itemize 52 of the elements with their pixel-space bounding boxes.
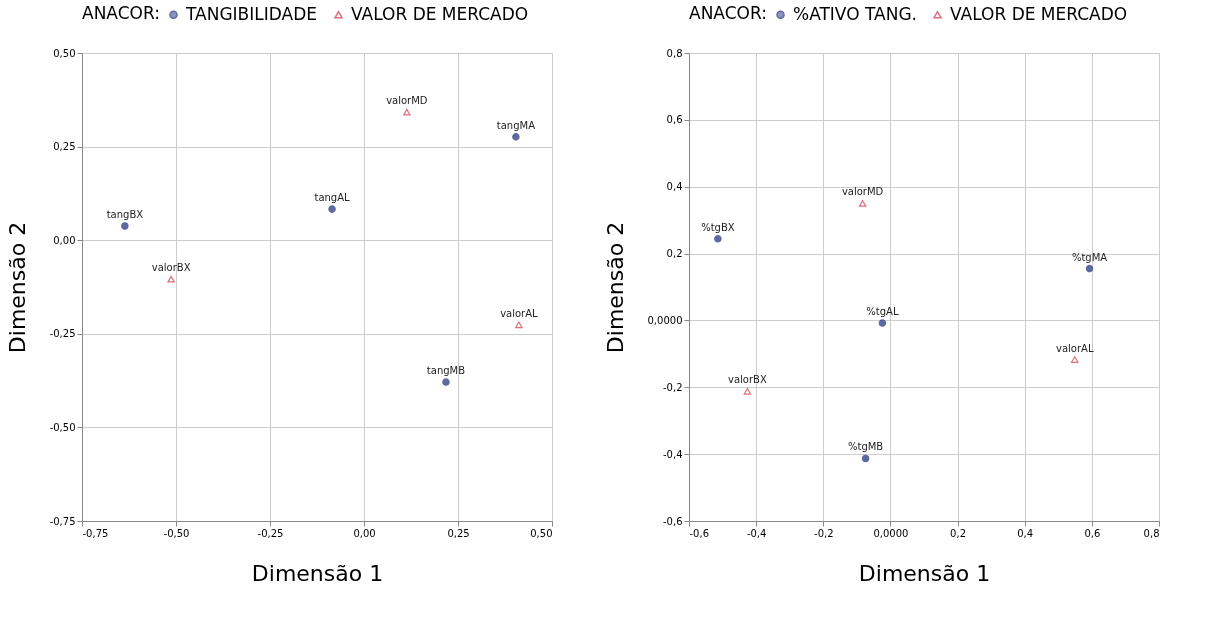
x-tick-label: 0,0000 bbox=[873, 527, 909, 539]
annotation: %tgAL bbox=[866, 306, 899, 318]
x-tick-label: -0,4 bbox=[746, 527, 767, 539]
y-axis-title: Dimensão 2 bbox=[602, 221, 628, 354]
annotation: tangAL bbox=[314, 192, 351, 204]
x-tick-label: -0,75 bbox=[82, 527, 109, 539]
annotation: tangMB bbox=[426, 365, 466, 377]
annotation: %tgMA bbox=[1071, 251, 1108, 263]
annotation: valorAL bbox=[1056, 342, 1094, 354]
legend-label: VALOR DE MERCADO bbox=[351, 3, 529, 24]
y-tick-label: 0,6 bbox=[666, 114, 683, 126]
y-tick-label: -0,50 bbox=[49, 421, 76, 433]
x-tick-label: 0,50 bbox=[530, 527, 553, 539]
x-tick-label: 0,6 bbox=[1084, 527, 1101, 539]
x-tick-label: -0,2 bbox=[814, 527, 834, 539]
y-tick-label: -0,75 bbox=[49, 515, 76, 527]
y-tick-label: 0,25 bbox=[53, 141, 76, 153]
annotation: valorBX bbox=[151, 262, 191, 274]
y-tick-label: 0,4 bbox=[666, 181, 683, 193]
y-tick-label: -0,2 bbox=[662, 381, 683, 393]
x-axis-title: Dimensão 1 bbox=[251, 560, 384, 586]
x-tick-label: -0,6 bbox=[689, 527, 710, 539]
annotation: valorBX bbox=[728, 374, 767, 386]
x-tick-label: 0,00 bbox=[353, 527, 376, 539]
annotation: %tgMB bbox=[847, 441, 884, 453]
y-axis-title: Dimensão 2 bbox=[4, 221, 30, 354]
x-tick-label: 0,25 bbox=[447, 527, 470, 539]
y-tick-label: 0,0000 bbox=[647, 314, 683, 326]
y-tick-label: 0,2 bbox=[666, 248, 683, 260]
x-tick-label: 0,2 bbox=[950, 527, 967, 539]
legend-label: %ATIVO TANG. bbox=[793, 3, 917, 24]
legend-title: ANACOR: bbox=[82, 3, 160, 23]
x-tick-label: -0,50 bbox=[163, 527, 190, 539]
legend-title: ANACOR: bbox=[689, 3, 767, 23]
x-axis-title: Dimensão 1 bbox=[858, 560, 991, 586]
annotation: valorAL bbox=[500, 307, 539, 319]
y-tick-label: -0,6 bbox=[662, 515, 683, 527]
x-tick-label: -0,25 bbox=[257, 527, 284, 539]
annotation: tangBX bbox=[106, 208, 144, 220]
legend-label: VALOR DE MERCADO bbox=[950, 3, 1128, 24]
y-tick-label: -0,25 bbox=[49, 328, 76, 340]
y-tick-label: 0,00 bbox=[53, 234, 76, 246]
x-tick-label: 0,8 bbox=[1143, 527, 1160, 539]
annotation: valorMD bbox=[386, 95, 428, 107]
annotation: tangMA bbox=[496, 119, 536, 131]
annotation: valorMD bbox=[841, 186, 884, 198]
y-tick-label: 0,50 bbox=[53, 47, 76, 59]
y-tick-label: 0,8 bbox=[666, 47, 683, 59]
x-tick-label: 0,4 bbox=[1017, 527, 1034, 539]
legend-label: TANGIBILIDADE bbox=[185, 3, 318, 24]
annotation: %tgBX bbox=[701, 221, 735, 233]
y-tick-label: -0,4 bbox=[662, 448, 683, 460]
